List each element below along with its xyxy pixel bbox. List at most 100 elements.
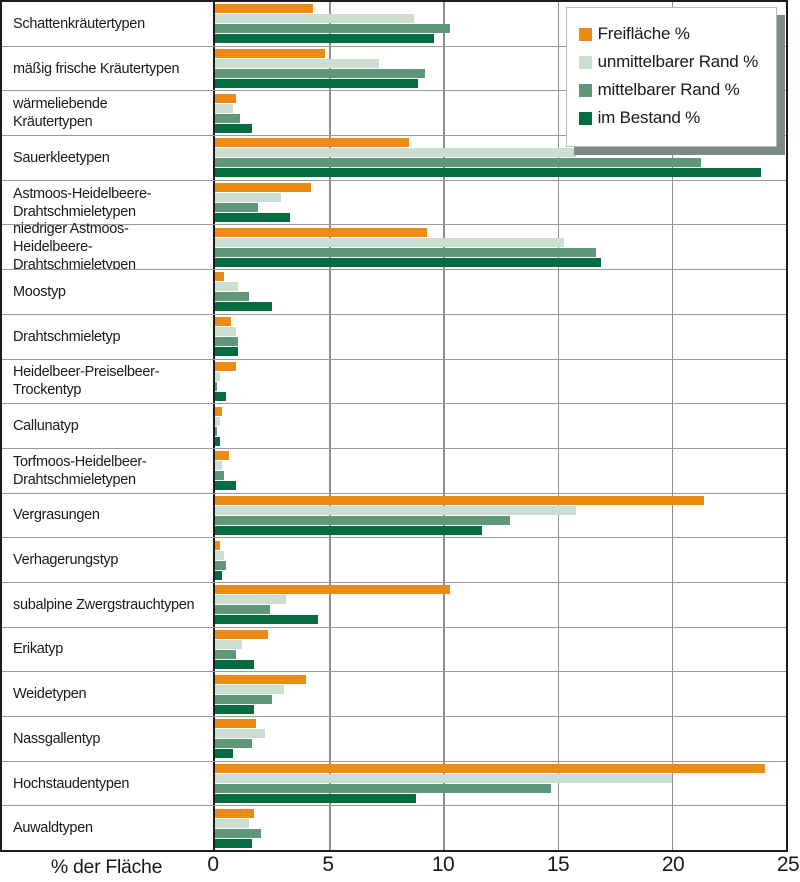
bar-freifl-che [215,183,311,193]
bar-unmittelbarer-rand [215,416,220,426]
bar-im-bestand [215,570,222,580]
category-row-auwaldtypen: Auwaldtypen [2,805,786,851]
category-label: subalpine Zwergstrauchtypen [2,582,215,627]
bar-freifl-che [215,719,257,729]
category-row-erikatyp: Erikatyp [2,626,786,672]
category-row-nassgallentyp: Nassgallentyp [2,716,786,761]
bar-group [215,47,786,91]
bar-group [215,762,786,806]
category-row-drahtschmieletyp: Drahtschmieletyp [2,313,786,359]
category-row-moostyp: Moostyp [2,269,786,314]
category-rows: Schattenkräutertypen mäßig frische Kräute… [2,2,786,851]
category-label: Schattenkräutertypen [2,2,215,46]
bar-im-bestand [215,34,435,44]
bar-mittelbarer-rand [215,24,451,34]
bar-group [215,449,786,493]
bar-mittelbarer-rand [215,381,218,391]
bar-im-bestand [215,749,234,759]
category-label: Sauerkleetypen [2,136,215,180]
legend-swatch-mittelbarer-rand [578,83,592,97]
bar-group [215,494,786,538]
bar-im-bestand [215,213,291,223]
bar-group [215,717,786,761]
bar-freifl-che [215,361,236,371]
category-row-niedriger-astmoos-heidelbeere-: niedriger Astmoos- Heidelbeere-Drahtschm… [2,221,786,273]
bar-unmittelbarer-rand [215,774,672,784]
bar-unmittelbarer-rand [215,371,220,381]
bar-freifl-che [215,451,229,461]
legend-swatch-im-bestand [578,111,592,125]
bar-group [215,672,786,716]
bar-group [215,583,786,627]
x-tick-10: 10 [431,853,455,876]
bar-freifl-che [215,272,225,282]
legend: Freifläche % unmittelbarer Rand % mittelba… [565,7,777,147]
bar-unmittelbarer-rand [215,684,284,694]
legend-label: unmittelbarer Rand % [597,52,759,71]
bar-group [215,315,786,359]
category-label: Weidetypen [2,672,215,716]
category-row-heidelbeer-preiselbeer-trocken: Heidelbeer-Preiselbeer- Trockentyp [2,358,786,404]
bar-freifl-che [215,227,428,237]
category-row-sauerkleetypen: Sauerkleetypen [2,135,786,180]
bar-mittelbarer-rand [215,649,236,659]
bar-mittelbarer-rand [215,694,273,704]
category-row-w-rmeliebende-kr-utertypen: wärmeliebende Kräutertypen [2,90,786,136]
category-label: Nassgallentyp [2,717,215,761]
x-tick-0: 0 [207,853,219,876]
category-row-vergrasungen: Vergrasungen [2,492,786,538]
bar-mittelbarer-rand [215,784,551,794]
bar-unmittelbarer-rand [215,639,243,649]
gridline-5 [329,2,331,850]
bar-mittelbarer-rand [215,471,225,481]
bar-group [215,136,786,180]
legend-label: im Bestand % [597,108,701,127]
bar-unmittelbarer-rand [215,550,225,560]
bar-im-bestand [215,838,252,848]
bar-group [215,628,786,672]
category-row-torfmoos-heidelbeer-drahtschmi: Torfmoos-Heidelbeer- Drahtschmieletypen [2,447,786,493]
category-row-callunatyp: Callunatyp [2,403,786,448]
category-label: Moostyp [2,270,215,314]
bar-unmittelbarer-rand [215,237,565,247]
category-label: Verhagerungstyp [2,538,215,582]
bar-freifl-che [215,4,314,14]
bar-unmittelbarer-rand [215,729,266,739]
bar-mittelbarer-rand [215,158,702,168]
bar-unmittelbarer-rand [215,59,380,69]
bar-mittelbarer-rand [215,560,227,570]
bar-freifl-che [215,674,307,684]
bar-im-bestand [215,436,220,446]
bar-freifl-che [215,764,766,774]
category-row-astmoos-heidelbeere-drahtschmi: Astmoos-Heidelbeere- Drahtschmieletypen [2,179,786,225]
legend-label: Freifläche % [597,24,690,43]
bar-im-bestand [215,123,252,133]
gridline-15 [557,2,559,850]
legend-swatch-unmittelbarer-rand [578,55,592,69]
legend-item-mittelbarer-rand: mittelbarer Rand % [578,80,758,100]
bar-group [215,2,786,46]
bar-unmittelbarer-rand [215,595,286,605]
bar-im-bestand [215,347,238,357]
category-row-weidetypen: Weidetypen [2,671,786,716]
bar-freifl-che [215,629,268,639]
category-label: Callunatyp [2,404,215,448]
gridlines [215,2,786,850]
bar-freifl-che [215,49,325,59]
category-label: Hochstaudentypen [2,761,215,806]
bar-group [215,404,786,448]
category-label: niedriger Astmoos- Heidelbeere-Drahtschm… [2,221,215,273]
bar-unmittelbarer-rand [215,282,238,292]
bar-im-bestand [215,79,419,89]
bar-mittelbarer-rand [215,203,259,213]
bar-mittelbarer-rand [215,605,270,615]
category-row-schattenkr-utertypen: Schattenkräutertypen [2,2,786,46]
category-label: Auwaldtypen [2,806,215,851]
bar-unmittelbarer-rand [215,818,250,828]
category-label: Vergrasungen [2,493,215,538]
x-axis: 0 5 10 15 20 25 [207,853,799,881]
category-label: Drahtschmieletyp [2,314,215,359]
bar-im-bestand [215,525,483,535]
bar-freifl-che [215,93,236,103]
